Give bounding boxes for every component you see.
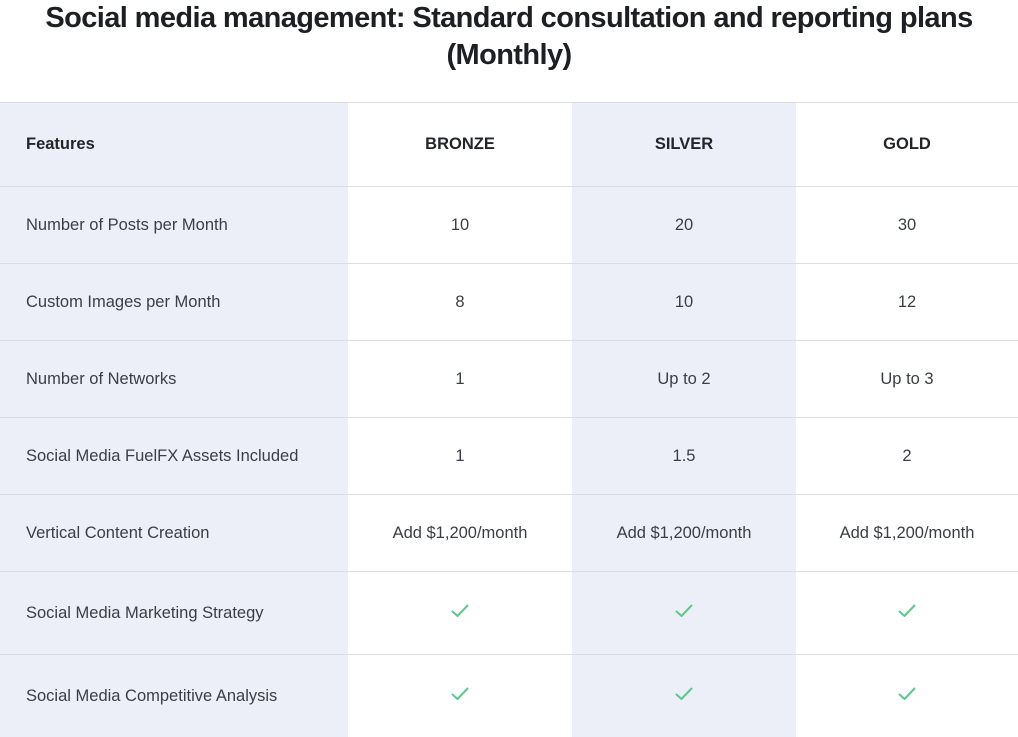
bronze-value: 1 [348, 418, 572, 495]
feature-label: Social Media FuelFX Assets Included [0, 418, 348, 495]
page-title: Social media management: Standard consul… [0, 0, 1018, 102]
table-row: Social Media FuelFX Assets Included 1 1.… [0, 418, 1018, 495]
check-icon [451, 687, 469, 701]
bronze-value: 8 [348, 264, 572, 341]
title-line-1: Social media management: Standard consul… [0, 0, 1018, 37]
gold-value: 12 [796, 264, 1018, 341]
feature-label: Number of Networks [0, 341, 348, 418]
header-silver: SILVER [572, 103, 796, 187]
silver-value: 10 [572, 264, 796, 341]
gold-value: 30 [796, 187, 1018, 264]
check-icon [675, 687, 693, 701]
check-icon [898, 687, 916, 701]
header-bronze: BRONZE [348, 103, 572, 187]
bronze-value: 1 [348, 341, 572, 418]
feature-label: Vertical Content Creation [0, 495, 348, 572]
table-header-row: Features BRONZE SILVER GOLD [0, 103, 1018, 187]
silver-value: Up to 2 [572, 341, 796, 418]
table-row: Custom Images per Month 8 10 12 [0, 264, 1018, 341]
gold-value [796, 572, 1018, 655]
bronze-value [348, 655, 572, 737]
bronze-value [348, 572, 572, 655]
header-features: Features [0, 103, 348, 187]
header-gold: GOLD [796, 103, 1018, 187]
silver-value: Add $1,200/month [572, 495, 796, 572]
table-row: Social Media Competitive Analysis [0, 655, 1018, 737]
bronze-value: Add $1,200/month [348, 495, 572, 572]
check-icon [451, 604, 469, 618]
feature-label: Number of Posts per Month [0, 187, 348, 264]
check-icon [675, 604, 693, 618]
table-row: Number of Posts per Month 10 20 30 [0, 187, 1018, 264]
silver-value: 1.5 [572, 418, 796, 495]
feature-label: Social Media Competitive Analysis [0, 655, 348, 737]
silver-value: 20 [572, 187, 796, 264]
feature-label: Social Media Marketing Strategy [0, 572, 348, 655]
gold-value [796, 655, 1018, 737]
bronze-value: 10 [348, 187, 572, 264]
title-line-2: (Monthly) [0, 37, 1018, 74]
pricing-comparison-table: Features BRONZE SILVER GOLD Number of Po… [0, 102, 1018, 737]
silver-value [572, 655, 796, 737]
gold-value: 2 [796, 418, 1018, 495]
table-row: Social Media Marketing Strategy [0, 572, 1018, 655]
silver-value [572, 572, 796, 655]
gold-value: Up to 3 [796, 341, 1018, 418]
table-row: Number of Networks 1 Up to 2 Up to 3 [0, 341, 1018, 418]
table-row: Vertical Content Creation Add $1,200/mon… [0, 495, 1018, 572]
gold-value: Add $1,200/month [796, 495, 1018, 572]
check-icon [898, 604, 916, 618]
feature-label: Custom Images per Month [0, 264, 348, 341]
